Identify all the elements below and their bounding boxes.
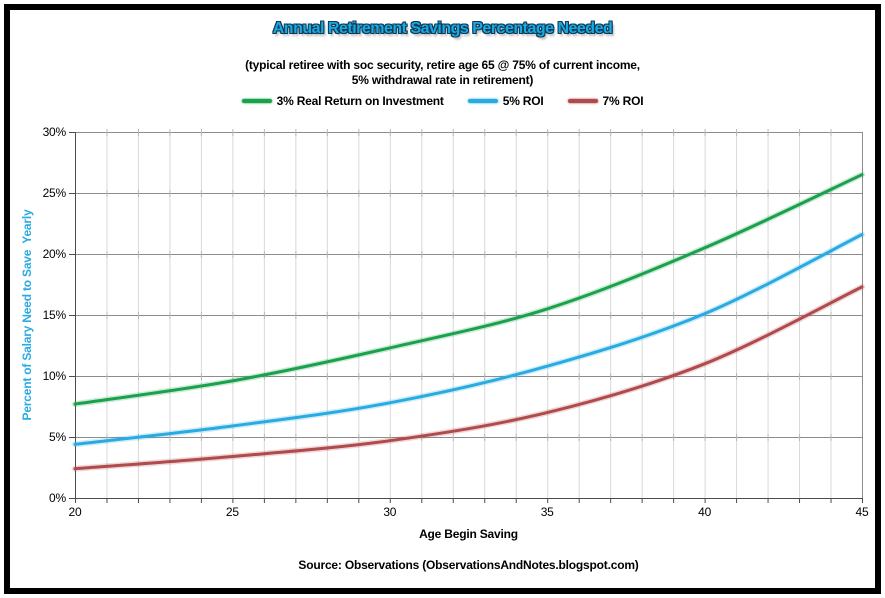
legend-label-5pct: 5% ROI — [502, 94, 544, 108]
legend-item-7pct: 7% ROI — [567, 94, 644, 108]
series-line-1 — [73, 233, 864, 446]
legend: 3% Real Return on Investment 5% ROI 7% R… — [0, 94, 885, 108]
subtitle-line-2: 5% withdrawal rate in retirement) — [351, 73, 534, 87]
legend-item-3pct: 3% Real Return on Investment — [241, 94, 444, 108]
y-tick-label: 5% — [49, 430, 66, 444]
series-line-2-glow — [72, 283, 865, 472]
x-axis-title: Age Begin Saving — [419, 527, 518, 541]
x-tick-label: 40 — [698, 505, 712, 519]
legend-label-3pct: 3% Real Return on Investment — [276, 94, 444, 108]
x-tick-label: 45 — [855, 505, 869, 519]
series-line-1-glow — [72, 231, 865, 448]
x-tick-label: 25 — [225, 505, 239, 519]
series-line-0 — [73, 173, 864, 406]
y-tick-label: 30% — [42, 125, 67, 139]
x-tick-label: 30 — [383, 505, 397, 519]
page-title: Annual Retirement Savings Percentage Nee… — [272, 20, 613, 37]
x-tick-label: 35 — [540, 505, 554, 519]
y-tick-label: 20% — [42, 247, 67, 261]
subtitle-line-1: (typical retiree with soc security, reti… — [245, 58, 640, 72]
source-note: Source: Observations (ObservationsAndNot… — [298, 558, 639, 572]
y-tick-label: 10% — [42, 369, 67, 383]
legend-swatch-7pct-icon — [567, 99, 598, 103]
series-line-2 — [73, 285, 864, 471]
x-tick-label: 20 — [68, 505, 82, 519]
legend-label-7pct: 7% ROI — [602, 94, 644, 108]
y-tick-label: 0% — [49, 491, 66, 505]
series-line-0-glow — [72, 171, 865, 408]
y-tick-label: 15% — [42, 308, 67, 322]
y-tick-label: 25% — [42, 186, 67, 200]
legend-swatch-3pct-icon — [241, 99, 272, 103]
legend-item-5pct: 5% ROI — [467, 94, 544, 108]
legend-swatch-5pct-icon — [467, 99, 498, 103]
